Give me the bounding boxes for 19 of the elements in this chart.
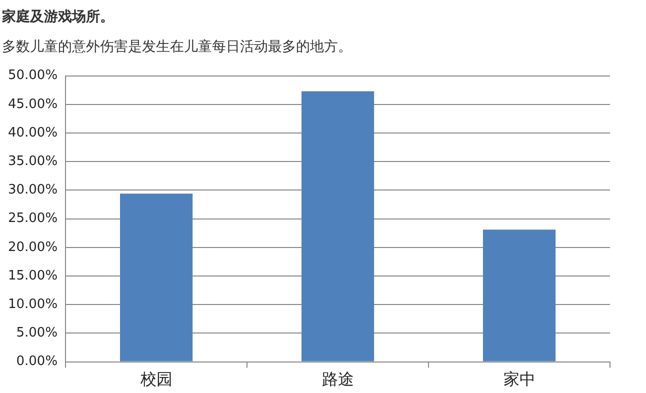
bar [482, 230, 556, 362]
chart-title: 家庭及游戏场所。 [2, 8, 114, 26]
y-tick-label: 20.00% [8, 240, 58, 255]
y-tick-label: 50.00% [8, 68, 58, 84]
y-tick-label: 45.00% [8, 96, 58, 112]
y-tick-label: 10.00% [8, 296, 58, 312]
bar [120, 194, 193, 362]
x-tick-label: 路途 [322, 370, 354, 389]
x-tick-label: 校园 [139, 370, 172, 389]
y-tick-label: 5.00% [16, 326, 58, 341]
y-tick-label: 35.00% [8, 154, 58, 169]
y-tick-label: 15.00% [8, 268, 58, 284]
y-tick-label: 40.00% [8, 125, 58, 140]
y-tick-label: 0.00% [16, 354, 58, 370]
y-tick-label: 30.00% [8, 182, 58, 198]
chart-subtitle: 多数儿童的意外伤害是发生在儿童每日活动最多的地方。 [2, 38, 352, 56]
bar [301, 91, 374, 362]
x-tick-label: 家中 [503, 370, 536, 389]
y-tick-label: 25.00% [8, 211, 58, 226]
